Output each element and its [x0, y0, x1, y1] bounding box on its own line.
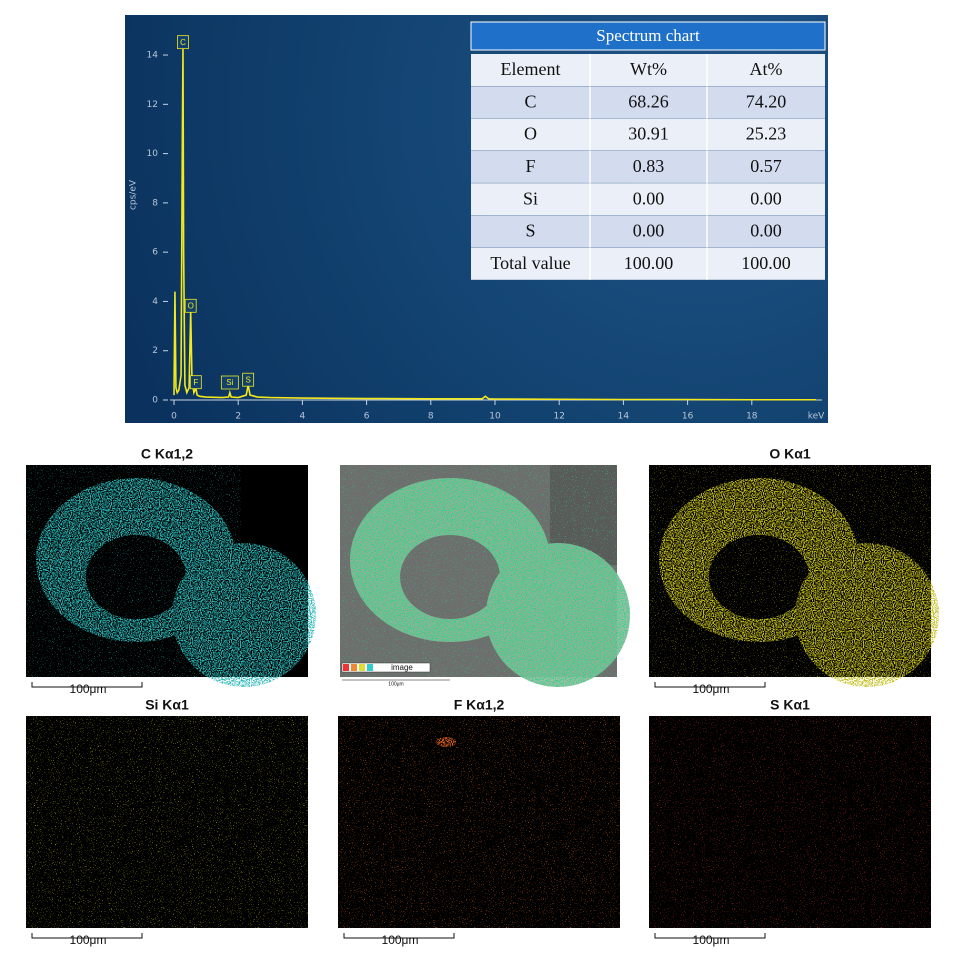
legend-swatch — [351, 664, 357, 671]
element-map: Si Kα1 100μm — [26, 697, 308, 947]
x-tick-label: 12 — [553, 412, 564, 422]
peak-label: O — [188, 301, 194, 310]
map-noise — [338, 716, 620, 928]
element-map: O Kα1 100μm — [649, 446, 939, 696]
map-noise — [26, 716, 308, 928]
map-title: C Kα1,2 — [141, 446, 193, 462]
table-row — [471, 247, 825, 280]
table-cell: 0.83 — [633, 156, 665, 176]
table-title: Spectrum chart — [596, 26, 700, 45]
scale-text: 100μm — [693, 933, 730, 947]
table-cell: 0.00 — [750, 221, 782, 241]
scale-bar — [31, 682, 143, 688]
peak-label-box — [189, 375, 202, 390]
table-cell: 25.23 — [746, 124, 787, 144]
x-tick-label: 6 — [364, 412, 370, 422]
x-tick-label: 14 — [618, 412, 630, 422]
table-cell: Total value — [490, 253, 570, 273]
spectrum-line — [173, 47, 816, 401]
x-tick-label: 2 — [235, 412, 241, 422]
table-cell: Element — [501, 59, 561, 79]
y-tick-label: 10 — [147, 149, 159, 159]
scale-bar — [654, 933, 766, 939]
scale-text: 100μm — [70, 682, 107, 696]
y-tick-label: 4 — [152, 297, 158, 307]
table-cell: S — [525, 221, 535, 241]
y-tick-label: 14 — [147, 51, 159, 61]
element-map: C Kα1,2 100μm — [26, 446, 316, 696]
table-cell: 100.00 — [741, 253, 791, 273]
legend-swatch — [367, 664, 373, 671]
table-cell: C — [524, 91, 536, 111]
scale-text: 100μm — [388, 681, 403, 687]
map-noise — [649, 716, 931, 928]
legend-swatch — [359, 664, 365, 671]
table-cell: 0.00 — [750, 188, 782, 208]
table-cell: 68.26 — [628, 91, 669, 111]
x-tick-label: 16 — [682, 412, 694, 422]
peak-label-box — [177, 35, 189, 50]
peak-label: S — [245, 375, 250, 384]
table-row — [471, 150, 825, 183]
table-row — [471, 54, 825, 86]
y-tick-label: 8 — [152, 198, 158, 208]
table-row — [471, 86, 825, 119]
x-tick-label: 10 — [489, 412, 501, 422]
peak-label-box — [242, 372, 255, 387]
map-title: F Kα1,2 — [454, 697, 505, 713]
scale-text: 100μm — [382, 933, 419, 947]
y-tick-label: 0 — [152, 396, 158, 406]
table-row — [471, 183, 825, 216]
peak-label: F — [193, 378, 198, 387]
table-cell: 74.20 — [746, 91, 787, 111]
scale-bar — [343, 933, 455, 939]
table-row — [471, 118, 825, 151]
y-tick-label: 12 — [147, 100, 158, 110]
table-row — [471, 215, 825, 248]
legend-text: image — [391, 663, 413, 672]
table-cell: 30.91 — [628, 124, 669, 144]
table-cell: 0.57 — [750, 156, 782, 176]
element-map: image 100μm — [340, 465, 630, 687]
peak-label-box — [220, 375, 239, 390]
peak-label: C — [180, 38, 186, 47]
scale-text: 100μm — [70, 933, 107, 947]
table-cell: O — [524, 124, 537, 144]
x-tick-label: 18 — [746, 412, 758, 422]
table-cell: 100.00 — [624, 253, 674, 273]
table-cell: 0.00 — [633, 188, 665, 208]
table-cell: Si — [523, 188, 538, 208]
legend-swatch — [343, 664, 349, 671]
x-tick-label: 0 — [171, 412, 177, 422]
table-header — [470, 21, 826, 51]
map-title: Si Kα1 — [145, 697, 189, 713]
table-cell: Wt% — [630, 59, 667, 79]
y-tick-label: 6 — [152, 248, 158, 258]
element-map: S Kα1 100μm — [649, 697, 931, 947]
map-hotspot — [436, 737, 456, 747]
scale-text: 100μm — [693, 682, 730, 696]
table: Spectrum chart Element Wt% At% C 68.26 74.20 O… — [470, 21, 826, 280]
overlay-noise — [340, 465, 617, 677]
legend-box — [341, 662, 431, 673]
x-tick-label: 4 — [300, 412, 306, 422]
element-map: F Kα1,2 100μm — [338, 697, 620, 947]
x-axis-label: keV — [808, 412, 825, 422]
table-cell: 0.00 — [633, 221, 665, 241]
table-cell: F — [525, 156, 535, 176]
scale-bar — [31, 933, 143, 939]
map-title: O Kα1 — [769, 446, 810, 462]
scale-bar — [654, 682, 766, 688]
peak-label: Si — [226, 378, 233, 387]
x-tick-label: 8 — [428, 412, 434, 422]
y-axis-label: cps/eV — [129, 179, 139, 210]
table-cell: At% — [750, 59, 783, 79]
map-title: S Kα1 — [770, 697, 810, 713]
y-tick-label: 2 — [152, 346, 158, 356]
peak-label-box — [184, 298, 197, 313]
